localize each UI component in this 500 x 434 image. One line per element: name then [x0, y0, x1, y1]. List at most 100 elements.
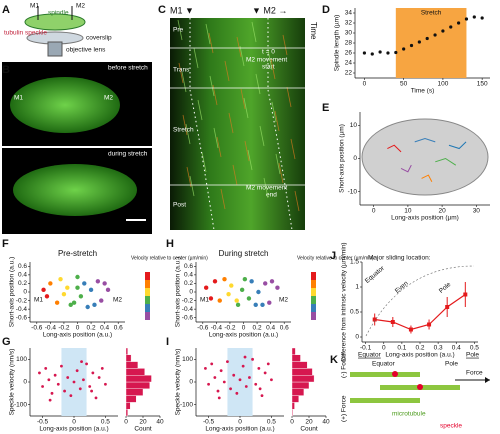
streak — [205, 23, 211, 45]
x-tick-label: 0 — [124, 419, 128, 426]
point — [217, 298, 222, 303]
x-tick-label: 0.5 — [470, 345, 479, 352]
streak — [240, 88, 246, 110]
label: spindle — [48, 10, 69, 17]
streak — [243, 97, 249, 119]
label: Time — [309, 22, 318, 40]
point — [50, 391, 54, 395]
point — [44, 367, 48, 370]
streak — [278, 162, 284, 184]
x-tick-label: 0 — [363, 81, 367, 88]
point — [104, 382, 107, 386]
panel-label: F — [2, 238, 9, 250]
sliding-diagram: Equator Pole Force (+) Force (-) Force m… — [341, 353, 490, 430]
y-tick-label: -100 — [180, 401, 193, 408]
point — [263, 371, 267, 375]
label: Force — [466, 370, 483, 377]
x-tick-label: -0.6 — [197, 325, 209, 332]
streak — [251, 21, 257, 43]
y-tick-label: -0.6 — [182, 314, 194, 321]
y-tick-label: -0.6 — [16, 314, 28, 321]
x-tick-label: -0.5 — [203, 419, 215, 426]
point — [100, 367, 104, 370]
label: M1 ▼ — [170, 5, 194, 15]
x-tick-label: 0 — [382, 345, 386, 352]
bar — [125, 361, 139, 369]
bar — [125, 347, 128, 356]
y-tick-label: 0.5 — [350, 309, 359, 316]
label: coverslip — [86, 35, 112, 42]
colorbar — [311, 312, 316, 320]
x-tick-label: 100 — [437, 81, 448, 88]
point — [63, 389, 66, 393]
bar — [291, 402, 295, 410]
y-axis-label: Spindle length (µm) — [334, 15, 341, 72]
streak — [236, 36, 242, 58]
track — [435, 157, 457, 166]
streak — [224, 60, 230, 82]
panel-label: A — [2, 4, 10, 16]
point — [251, 357, 254, 361]
point — [69, 394, 73, 397]
streak — [275, 153, 281, 175]
point — [260, 302, 265, 308]
point — [386, 51, 390, 55]
bar — [291, 368, 313, 376]
point — [97, 376, 101, 379]
y-tick-label: 0.6 — [184, 263, 193, 270]
streak — [182, 114, 188, 136]
x-axis-label: Long-axis position (a.u.) — [205, 426, 274, 433]
panel-label: E — [322, 102, 329, 114]
annotation: M1 — [200, 297, 209, 304]
track — [421, 174, 433, 182]
band — [227, 348, 253, 416]
point — [243, 355, 247, 359]
bar — [291, 381, 310, 390]
point — [235, 302, 241, 308]
colorbar — [145, 296, 150, 304]
colorbar — [311, 288, 316, 296]
y-tick-label: 1.5 — [350, 259, 359, 266]
point — [95, 279, 101, 284]
line — [374, 294, 466, 331]
point — [66, 376, 70, 379]
y-tick-label: 0.2 — [184, 280, 193, 287]
point — [267, 300, 272, 305]
point — [362, 51, 367, 55]
point — [472, 15, 476, 19]
panel-label: J — [330, 250, 336, 262]
label: tubulin speckle — [4, 30, 47, 37]
y-tick-label: 30 — [345, 30, 353, 37]
point — [234, 298, 239, 303]
streak — [259, 125, 265, 147]
annotation: M1 — [34, 297, 43, 304]
label: objective lens — [66, 47, 106, 54]
colorbar — [145, 312, 150, 320]
point — [72, 380, 76, 384]
x-tick-label: 0.4 — [452, 345, 461, 352]
pole-track — [267, 18, 293, 231]
y-tick-label: 1 — [355, 284, 359, 291]
streak — [263, 177, 269, 199]
panel-label: K — [330, 354, 338, 366]
y-tick-label: -10 — [348, 188, 358, 195]
x-tick-label: -0.4 — [211, 325, 223, 332]
annotation: Major sliding location: — [368, 255, 431, 262]
bar — [291, 347, 296, 356]
point — [235, 391, 239, 395]
point — [61, 291, 67, 297]
point — [80, 360, 83, 363]
point — [102, 281, 107, 286]
point — [75, 369, 79, 373]
point — [82, 378, 85, 382]
y-tick-label: 22 — [345, 70, 353, 77]
chart-title: During stretch — [219, 249, 269, 258]
y-tick-label: 0 — [23, 379, 27, 386]
point — [260, 394, 264, 397]
x-tick-label: -0.4 — [45, 325, 57, 332]
x-tick-label: 0 — [76, 325, 80, 332]
x-tick-label: 20 — [139, 419, 147, 426]
x-axis-label: Long-axis position (a.u.) — [43, 332, 112, 339]
y-tick-label: -0.2 — [16, 297, 28, 304]
streak — [232, 164, 238, 186]
